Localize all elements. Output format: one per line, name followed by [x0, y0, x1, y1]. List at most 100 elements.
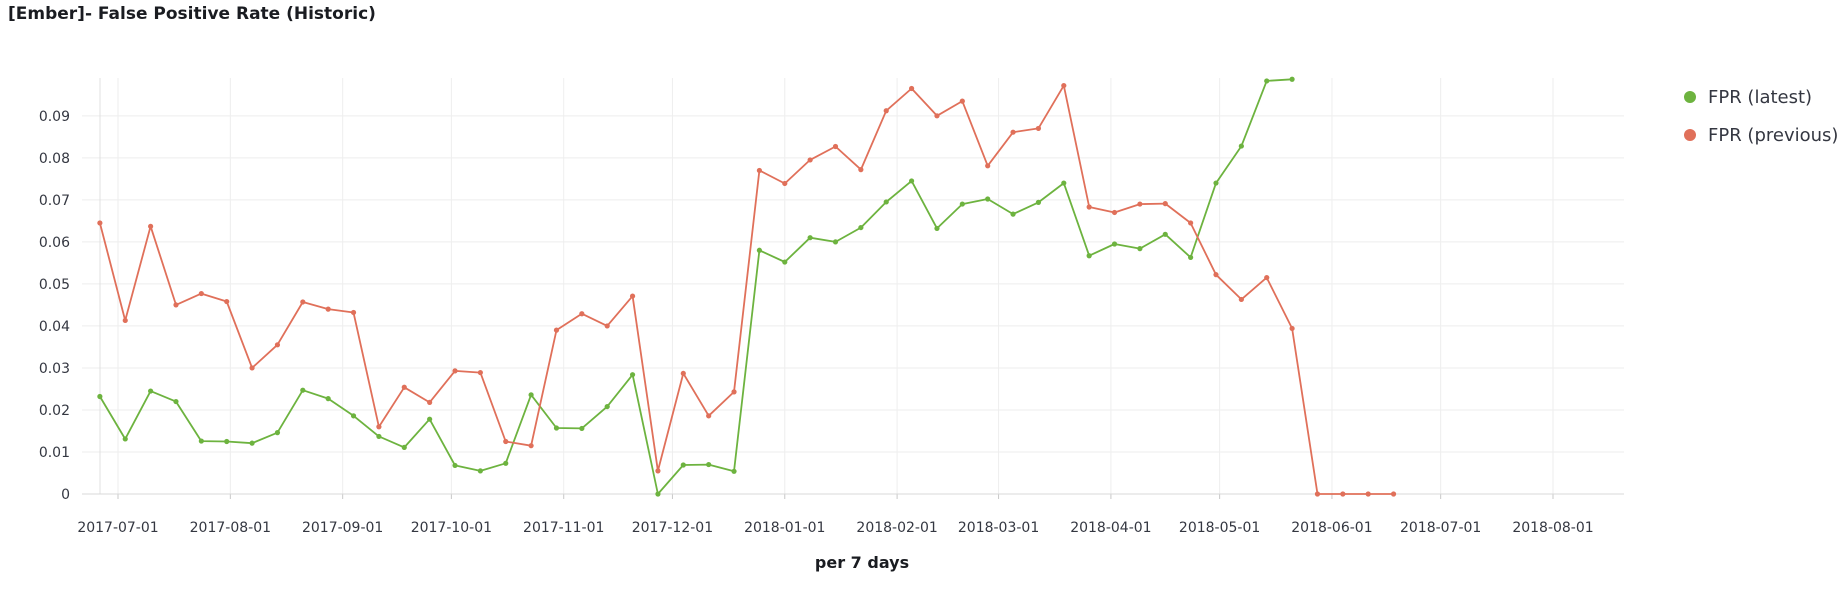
data-point [985, 196, 991, 202]
data-point [452, 462, 458, 469]
data-point [401, 444, 407, 450]
data-point [1365, 491, 1371, 497]
x-tick-label: 2018-03-01 [958, 520, 1039, 536]
data-point [1086, 253, 1092, 259]
data-point [959, 201, 965, 207]
x-tick-label: 2018-07-01 [1400, 520, 1481, 536]
x-tick-label: 2018-05-01 [1179, 520, 1260, 536]
legend-label: FPR (latest) [1708, 86, 1813, 108]
data-point [883, 199, 889, 205]
data-point [350, 413, 357, 419]
data-point [1111, 209, 1118, 216]
data-point [1086, 204, 1092, 210]
data-point [782, 180, 788, 187]
data-point [807, 235, 813, 241]
data-point [274, 342, 281, 348]
data-point [832, 239, 839, 245]
data-point [173, 398, 179, 405]
data-point [1314, 491, 1321, 497]
data-point [604, 403, 610, 410]
y-tick-label: 0.03 [39, 361, 70, 377]
grid-lines [82, 78, 1624, 499]
y-axis-ticks: 0 0.01 0.02 0.03 0.04 0.05 0.06 0.07 0.08 0.09 [39, 109, 70, 503]
legend-dot-icon [1684, 91, 1696, 103]
x-tick-label: 2018-01-01 [744, 520, 825, 536]
data-point [553, 425, 560, 431]
data-point [427, 399, 433, 405]
y-tick-label: 0.06 [39, 235, 70, 251]
y-tick-label: 0.09 [39, 109, 70, 125]
data-point [858, 167, 864, 173]
data-point [198, 438, 204, 444]
data-point [1340, 491, 1346, 497]
legend-item-latest[interactable]: FPR (latest) [1684, 78, 1838, 116]
x-tick-label: 2017-08-01 [190, 520, 271, 536]
data-point [477, 468, 483, 474]
series-line [99, 78, 1293, 495]
panel-title: [Ember]- False Positive Rate (Historic) [8, 4, 376, 24]
data-point [1137, 201, 1143, 207]
data-point [807, 157, 813, 163]
x-tick-label: 2018-04-01 [1070, 520, 1151, 536]
data-point [1162, 231, 1168, 237]
data-point [198, 290, 204, 297]
y-tick-label: 0.01 [39, 445, 70, 461]
data-point [629, 372, 636, 378]
series-latest [97, 76, 1295, 497]
data-point [883, 108, 889, 114]
data-point [1188, 220, 1194, 226]
data-point [655, 491, 661, 497]
data-point [350, 309, 357, 316]
data-point [579, 425, 585, 432]
data-point [1010, 211, 1016, 217]
data-point [782, 259, 788, 265]
y-tick-label: 0.08 [39, 151, 70, 167]
data-point [148, 388, 154, 394]
data-point [1111, 241, 1118, 247]
data-point [731, 468, 737, 474]
data-point [934, 113, 940, 119]
data-point [503, 438, 509, 445]
data-point [122, 317, 128, 324]
data-point [934, 225, 940, 232]
data-point [97, 393, 103, 400]
y-tick-label: 0.02 [39, 403, 70, 419]
data-point [1035, 125, 1042, 132]
data-point [249, 365, 255, 371]
data-point [477, 369, 483, 376]
data-point [1137, 246, 1143, 252]
data-point [452, 368, 458, 374]
x-tick-label: 2017-09-01 [302, 520, 383, 536]
data-point [376, 433, 382, 440]
data-point [173, 302, 179, 308]
data-point [908, 178, 915, 184]
series-previous [97, 82, 1397, 497]
data-point [300, 387, 306, 393]
data-point [1162, 201, 1168, 207]
data-point [148, 223, 154, 229]
x-tick-label: 2017-12-01 [632, 520, 713, 536]
data-point [97, 220, 103, 226]
x-axis-ticks: 2017-07-01 2017-08-01 2017-09-01 2017-10-01… [77, 520, 1593, 536]
y-tick-label: 0.07 [39, 193, 70, 209]
data-point [1213, 180, 1219, 186]
data-point [1264, 274, 1270, 281]
data-point [680, 462, 686, 468]
data-point [1061, 82, 1067, 89]
data-point [122, 436, 128, 442]
y-tick-label: 0.05 [39, 277, 70, 293]
data-point [300, 299, 306, 305]
data-point [528, 443, 534, 449]
data-point [1390, 491, 1397, 497]
x-tick-label: 2017-10-01 [411, 520, 492, 536]
data-point [731, 389, 737, 395]
data-point [528, 392, 534, 398]
y-tick-label: 0.04 [39, 319, 70, 335]
data-point [706, 413, 712, 419]
legend-item-previous[interactable]: FPR (previous) [1684, 116, 1838, 154]
data-point [1289, 76, 1295, 82]
data-point [1238, 296, 1244, 303]
data-point [553, 327, 560, 333]
data-point [224, 298, 230, 305]
